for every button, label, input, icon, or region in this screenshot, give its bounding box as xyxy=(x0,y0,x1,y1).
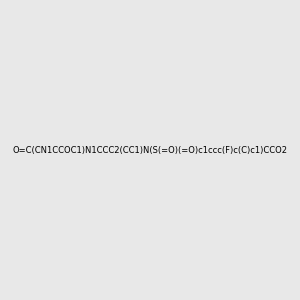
Text: O=C(CN1CCOC1)N1CCC2(CC1)N(S(=O)(=O)c1ccc(F)c(C)c1)CCO2: O=C(CN1CCOC1)N1CCC2(CC1)N(S(=O)(=O)c1ccc… xyxy=(13,146,287,154)
